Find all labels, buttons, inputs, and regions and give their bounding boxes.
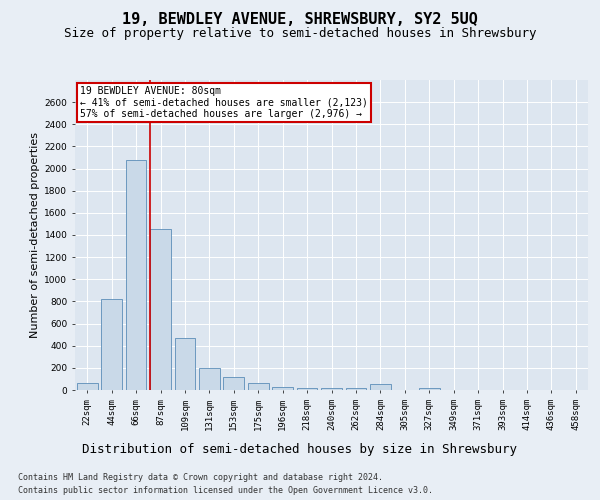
Text: Contains public sector information licensed under the Open Government Licence v3: Contains public sector information licen… bbox=[18, 486, 433, 495]
Bar bbox=[321, 388, 342, 390]
Bar bbox=[175, 338, 196, 390]
Text: Distribution of semi-detached houses by size in Shrewsbury: Distribution of semi-detached houses by … bbox=[83, 442, 517, 456]
Bar bbox=[199, 368, 220, 390]
Bar bbox=[77, 384, 98, 390]
Text: Size of property relative to semi-detached houses in Shrewsbury: Size of property relative to semi-detach… bbox=[64, 28, 536, 40]
Bar bbox=[150, 230, 171, 390]
Bar bbox=[296, 388, 317, 390]
Bar bbox=[125, 160, 146, 390]
Bar bbox=[419, 388, 440, 390]
Bar bbox=[101, 299, 122, 390]
Bar bbox=[370, 384, 391, 390]
Bar bbox=[248, 384, 269, 390]
Text: Contains HM Land Registry data © Crown copyright and database right 2024.: Contains HM Land Registry data © Crown c… bbox=[18, 472, 383, 482]
Bar bbox=[223, 376, 244, 390]
Text: 19 BEWDLEY AVENUE: 80sqm
← 41% of semi-detached houses are smaller (2,123)
57% o: 19 BEWDLEY AVENUE: 80sqm ← 41% of semi-d… bbox=[80, 86, 368, 120]
Y-axis label: Number of semi-detached properties: Number of semi-detached properties bbox=[30, 132, 40, 338]
Bar bbox=[346, 388, 367, 390]
Bar bbox=[272, 386, 293, 390]
Text: 19, BEWDLEY AVENUE, SHREWSBURY, SY2 5UQ: 19, BEWDLEY AVENUE, SHREWSBURY, SY2 5UQ bbox=[122, 12, 478, 28]
